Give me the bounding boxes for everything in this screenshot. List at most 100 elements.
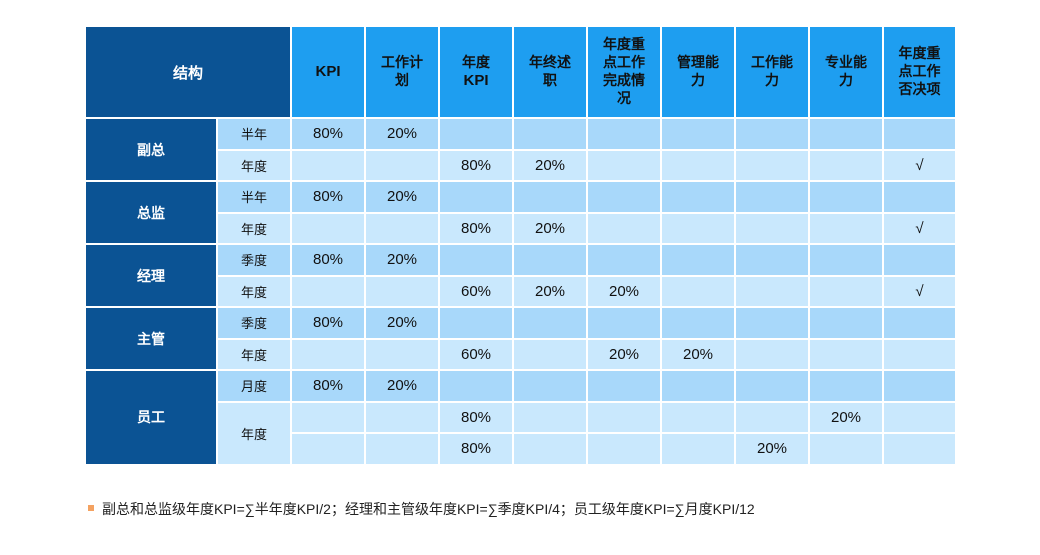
table-cell	[290, 148, 367, 182]
table-cell	[660, 274, 737, 308]
table-cell	[882, 432, 958, 466]
table-cell	[808, 243, 885, 277]
formula-note-text: 副总和总监级年度KPI=∑半年度KPI/2；经理和主管级年度KPI=∑季度KPI…	[102, 501, 755, 517]
table-cell	[586, 243, 663, 277]
period-label: 年度	[215, 400, 293, 466]
table-cell	[290, 400, 367, 434]
header-col-management-ability: 管理能力	[660, 25, 737, 119]
table-cell	[364, 148, 441, 182]
period-label: 月度	[215, 369, 293, 403]
table-cell: 20%	[364, 243, 441, 277]
table-cell: 20%	[512, 274, 589, 308]
table-cell	[512, 306, 589, 340]
table-cell	[808, 337, 885, 371]
period-label: 年度	[215, 274, 293, 308]
table-cell: 80%	[290, 117, 367, 151]
table-cell	[290, 337, 367, 371]
table-cell	[808, 369, 885, 403]
veto-checkmark: √	[882, 211, 958, 245]
table-cell	[512, 400, 589, 434]
table-row: 年度 80% 20%	[85, 400, 958, 466]
table-cell	[586, 369, 663, 403]
table-cell	[586, 148, 663, 182]
period-label: 季度	[215, 243, 293, 277]
table-cell	[438, 117, 515, 151]
table-cell	[660, 432, 737, 466]
table-cell: 80%	[438, 400, 515, 434]
table-cell	[734, 211, 811, 245]
table-row: 年度 80% 20% √	[85, 211, 958, 245]
period-label: 半年	[215, 117, 293, 151]
table-cell	[734, 400, 811, 434]
group-label: 经理	[84, 243, 218, 308]
table-cell	[734, 337, 811, 371]
table-cell: 20%	[364, 180, 441, 214]
table-cell	[660, 148, 737, 182]
header-col-work-plan: 工作计划	[364, 25, 441, 119]
table-cell: 60%	[438, 337, 515, 371]
table-cell	[586, 117, 663, 151]
table-cell	[808, 306, 885, 340]
table-cell: 80%	[438, 148, 515, 182]
table-row: 年度 60% 20% 20%	[85, 337, 958, 371]
table-cell	[438, 243, 515, 277]
veto-checkmark: √	[882, 148, 958, 182]
table-cell: 80%	[290, 306, 367, 340]
group-label: 总监	[84, 180, 218, 245]
table-cell: 80%	[438, 432, 515, 466]
group-label: 员工	[84, 369, 218, 466]
table-cell	[586, 432, 663, 466]
table-cell: 20%	[512, 148, 589, 182]
table-cell	[808, 432, 885, 466]
table-cell: 80%	[290, 243, 367, 277]
table-cell	[660, 243, 737, 277]
table-row: 总监 半年 80% 20%	[84, 180, 958, 245]
table-cell	[364, 274, 441, 308]
period-label: 季度	[215, 306, 293, 340]
header-col-key-work-completion: 年度重 点工作 完成情况	[586, 25, 663, 119]
header-structure: 结构	[83, 25, 293, 119]
table-cell	[882, 306, 958, 340]
header-col-year-end-report: 年终述职	[512, 25, 589, 119]
table-cell: 20%	[586, 337, 663, 371]
table-cell	[734, 274, 811, 308]
table-cell	[660, 369, 737, 403]
header-col-kpi: KPI	[290, 25, 367, 119]
table-cell	[882, 369, 958, 403]
table-cell	[586, 400, 663, 434]
table-cell: 20%	[586, 274, 663, 308]
header-col-annual-kpi: 年度 KPI	[438, 25, 515, 119]
table-cell: 80%	[290, 180, 367, 214]
table-cell	[586, 211, 663, 245]
table-cell	[882, 337, 958, 371]
table-cell	[586, 180, 663, 214]
period-label: 年度	[215, 337, 293, 371]
table-cell	[660, 211, 737, 245]
table-cell	[290, 432, 367, 466]
period-label: 年度	[215, 211, 293, 245]
table-cell	[512, 117, 589, 151]
table-cell	[734, 369, 811, 403]
table-row: 主管 季度 80% 20%	[84, 306, 958, 371]
table-cell	[290, 274, 367, 308]
table-cell	[660, 180, 737, 214]
table-cell: 80%	[438, 211, 515, 245]
table-cell	[660, 400, 737, 434]
table-cell: 20%	[660, 337, 737, 371]
table-cell	[660, 306, 737, 340]
table-cell	[512, 369, 589, 403]
period-label: 年度	[215, 148, 293, 182]
table-cell	[364, 337, 441, 371]
table-cell	[364, 211, 441, 245]
table-cell	[512, 180, 589, 214]
group-label: 副总	[84, 117, 218, 182]
table-cell	[734, 148, 811, 182]
veto-checkmark: √	[882, 274, 958, 308]
table-cell	[882, 180, 958, 214]
table-cell	[808, 148, 885, 182]
table-row: 副总 半年 80% 20%	[84, 117, 958, 182]
table-cell: 20%	[808, 400, 885, 434]
table-cell	[734, 117, 811, 151]
table-cell	[512, 432, 589, 466]
table-cell	[512, 337, 589, 371]
